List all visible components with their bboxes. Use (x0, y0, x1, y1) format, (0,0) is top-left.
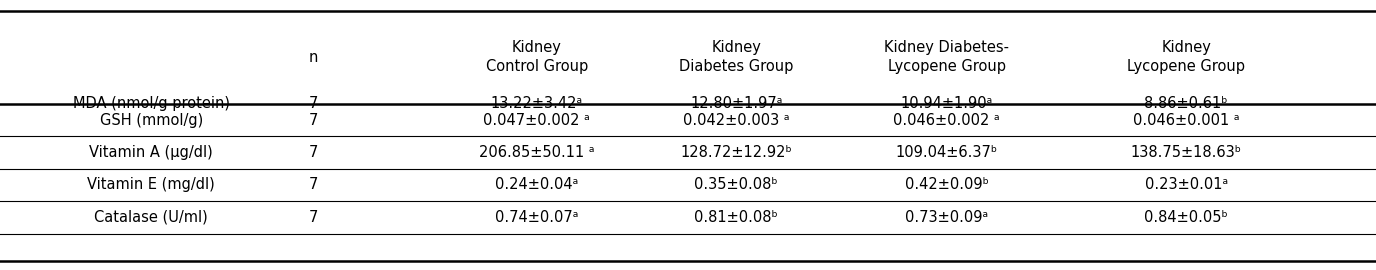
Text: 0.047±0.002 ᵃ: 0.047±0.002 ᵃ (483, 113, 590, 128)
Text: Vitamin E (mg/dl): Vitamin E (mg/dl) (88, 177, 215, 193)
Text: 0.84±0.05ᵇ: 0.84±0.05ᵇ (1145, 210, 1227, 225)
Text: 0.24±0.04ᵃ: 0.24±0.04ᵃ (495, 177, 578, 193)
Text: 7: 7 (310, 177, 318, 193)
Text: 0.23±0.01ᵃ: 0.23±0.01ᵃ (1145, 177, 1227, 193)
Text: 0.046±0.001 ᵃ: 0.046±0.001 ᵃ (1132, 113, 1240, 128)
Text: 0.042±0.003 ᵃ: 0.042±0.003 ᵃ (682, 113, 790, 128)
Text: 12.80±1.97ᵃ: 12.80±1.97ᵃ (689, 96, 783, 112)
Text: 7: 7 (310, 96, 318, 112)
Text: 0.73±0.09ᵃ: 0.73±0.09ᵃ (905, 210, 988, 225)
Text: 0.42±0.09ᵇ: 0.42±0.09ᵇ (905, 177, 988, 193)
Text: 0.81±0.08ᵇ: 0.81±0.08ᵇ (695, 210, 777, 225)
Text: 206.85±50.11 ᵃ: 206.85±50.11 ᵃ (479, 145, 594, 160)
Text: 8.86±0.61ᵇ: 8.86±0.61ᵇ (1145, 96, 1227, 112)
Text: 7: 7 (310, 145, 318, 160)
Text: 7: 7 (310, 210, 318, 225)
Text: Vitamin A (μg/dl): Vitamin A (μg/dl) (89, 145, 213, 160)
Text: 0.74±0.07ᵃ: 0.74±0.07ᵃ (495, 210, 578, 225)
Text: 138.75±18.63ᵇ: 138.75±18.63ᵇ (1131, 145, 1241, 160)
Text: 7: 7 (310, 113, 318, 128)
Text: Kidney Diabetes-
Lycopene Group: Kidney Diabetes- Lycopene Group (885, 40, 1009, 75)
Text: Kidney
Diabetes Group: Kidney Diabetes Group (678, 40, 794, 75)
Text: Kidney
Control Group: Kidney Control Group (486, 40, 588, 75)
Text: 13.22±3.42ᵃ: 13.22±3.42ᵃ (491, 96, 582, 112)
Text: n: n (310, 50, 318, 65)
Text: 0.046±0.002 ᵃ: 0.046±0.002 ᵃ (893, 113, 1000, 128)
Text: 10.94±1.90ᵃ: 10.94±1.90ᵃ (900, 96, 993, 112)
Text: 109.04±6.37ᵇ: 109.04±6.37ᵇ (896, 145, 998, 160)
Text: Kidney
Lycopene Group: Kidney Lycopene Group (1127, 40, 1245, 75)
Text: 0.35±0.08ᵇ: 0.35±0.08ᵇ (695, 177, 777, 193)
Text: MDA (nmol/g protein): MDA (nmol/g protein) (73, 96, 230, 112)
Text: Catalase (U/ml): Catalase (U/ml) (95, 210, 208, 225)
Text: 128.72±12.92ᵇ: 128.72±12.92ᵇ (680, 145, 793, 160)
Text: GSH (mmol/g): GSH (mmol/g) (99, 113, 204, 128)
